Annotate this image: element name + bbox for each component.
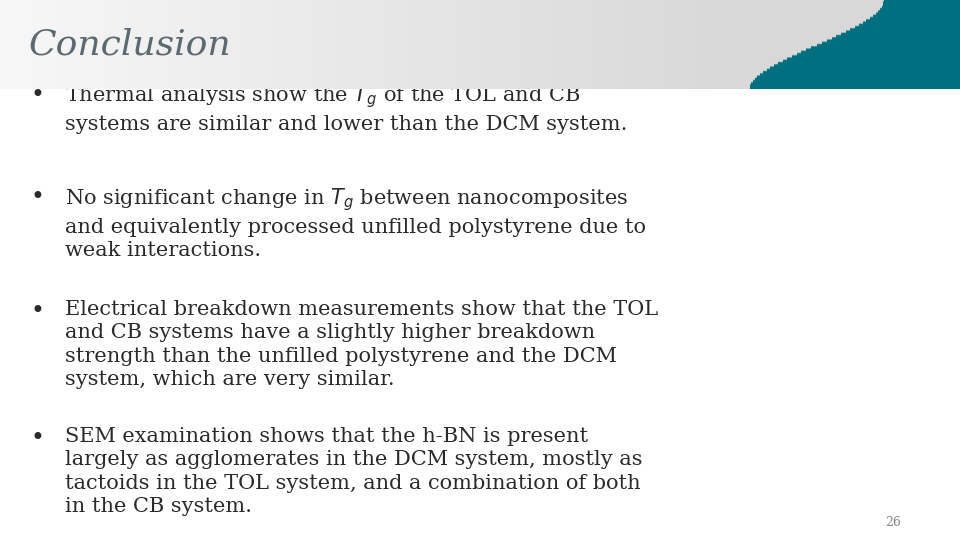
Text: No significant change in $T_g$ between nanocomposites
and equivalently processed: No significant change in $T_g$ between n… bbox=[65, 186, 646, 260]
Text: Thermal analysis show the $T_g$ of the TOL and CB
systems are similar and lower : Thermal analysis show the $T_g$ of the T… bbox=[65, 84, 628, 134]
Text: •: • bbox=[31, 186, 44, 210]
Text: •: • bbox=[31, 427, 44, 450]
Text: Electrical breakdown measurements show that the TOL
and CB systems have a slight: Electrical breakdown measurements show t… bbox=[65, 300, 659, 389]
Text: Conclusion: Conclusion bbox=[29, 28, 231, 62]
Text: SEM examination shows that the h-BN is present
largely as agglomerates in the DC: SEM examination shows that the h-BN is p… bbox=[65, 427, 643, 516]
Text: 26: 26 bbox=[885, 516, 900, 529]
Text: •: • bbox=[31, 84, 44, 107]
Text: •: • bbox=[31, 300, 44, 323]
